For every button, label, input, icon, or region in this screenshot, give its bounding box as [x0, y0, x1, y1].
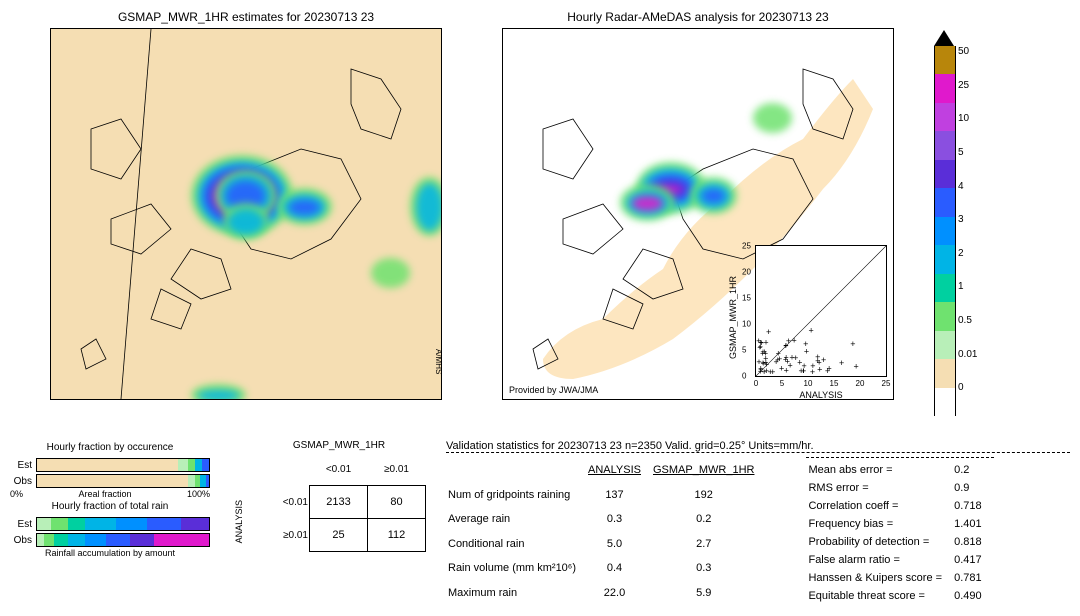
svg-text:+: +	[779, 363, 784, 373]
top-maps-row: GSMAP_MWR_1HR estimates for 20230713 23 …	[10, 10, 1070, 416]
validation-header: Validation statistics for 20230713 23 n=…	[446, 440, 1070, 453]
colorbar: 502510543210.50.010	[934, 30, 956, 416]
svg-text:+: +	[850, 339, 855, 349]
svg-text:+: +	[792, 335, 797, 345]
svg-text:+: +	[797, 358, 802, 368]
svg-text:+: +	[815, 352, 820, 362]
validation-wrap: Validation statistics for 20230713 23 n=…	[446, 440, 1070, 606]
map2-title: Hourly Radar-AMeDAS analysis for 2023071…	[502, 10, 894, 24]
svg-text:+: +	[784, 366, 789, 376]
occurrence-bars: EstObs	[10, 457, 210, 489]
map1-wrap: GSMAP_MWR_1HR estimates for 20230713 23 …	[50, 10, 442, 416]
occ-axis-l: 0%	[10, 489, 23, 499]
occ-axis-label: Areal fraction	[23, 489, 187, 499]
validation-table: ANALYSISGSMAP_MWR_1HRNum of gridpoints r…	[446, 457, 766, 606]
svg-text:+: +	[826, 364, 831, 374]
contingency-row-header: ANALYSIS	[234, 500, 244, 543]
contingency-wrap: GSMAP_MWR_1HR ANALYSIS <0.01≥0.01<0.0121…	[230, 440, 426, 606]
map1-title: GSMAP_MWR_1HR estimates for 20230713 23	[50, 10, 442, 24]
bottom-row: Hourly fraction by occurence EstObs 0%Ar…	[10, 440, 1070, 606]
svg-text:+: +	[756, 357, 761, 367]
svg-text:+: +	[766, 327, 771, 337]
svg-text:+: +	[839, 358, 844, 368]
svg-text:+: +	[770, 367, 775, 376]
svg-text:+: +	[786, 336, 791, 346]
contingency-col-header: GSMAP_MWR_1HR	[252, 440, 426, 451]
svg-text:+: +	[758, 337, 763, 347]
svg-text:+: +	[789, 352, 794, 362]
svg-text:+: +	[810, 361, 815, 371]
occ-axis-r: 100%	[187, 489, 210, 499]
total-bars: EstObs	[10, 516, 210, 548]
validation-block: ANALYSISGSMAP_MWR_1HRNum of gridpoints r…	[446, 457, 1070, 606]
fraction-charts: Hourly fraction by occurence EstObs 0%Ar…	[10, 440, 210, 606]
total-title: Hourly fraction of total rain	[10, 501, 210, 512]
total-caption: Rainfall accumulation by amount	[10, 548, 210, 558]
svg-text:+: +	[760, 347, 765, 357]
svg-text:+: +	[783, 353, 788, 363]
map1-panel: 45°N40°N35°N30°N25°N125°E130°E135°E140°E…	[50, 28, 442, 400]
contingency-table: <0.01≥0.01<0.01213380≥0.0125112	[252, 453, 426, 552]
occurrence-title: Hourly fraction by occurence	[10, 442, 210, 453]
svg-text:+: +	[804, 346, 809, 356]
svg-text:+: +	[853, 361, 858, 371]
map2-wrap: Hourly Radar-AMeDAS analysis for 2023071…	[502, 10, 894, 416]
metrics-table: Mean abs error =0.2RMS error =0.9Correla…	[806, 460, 993, 606]
svg-text:+: +	[764, 366, 769, 376]
colorbar-stack: 502510543210.50.010	[934, 46, 956, 416]
svg-text:+: +	[808, 326, 813, 336]
colorbar-overflow-icon	[934, 30, 954, 46]
map2-panel: 45°N40°N35°N30°N25°N125°E130°E135°EProvi…	[502, 28, 894, 400]
